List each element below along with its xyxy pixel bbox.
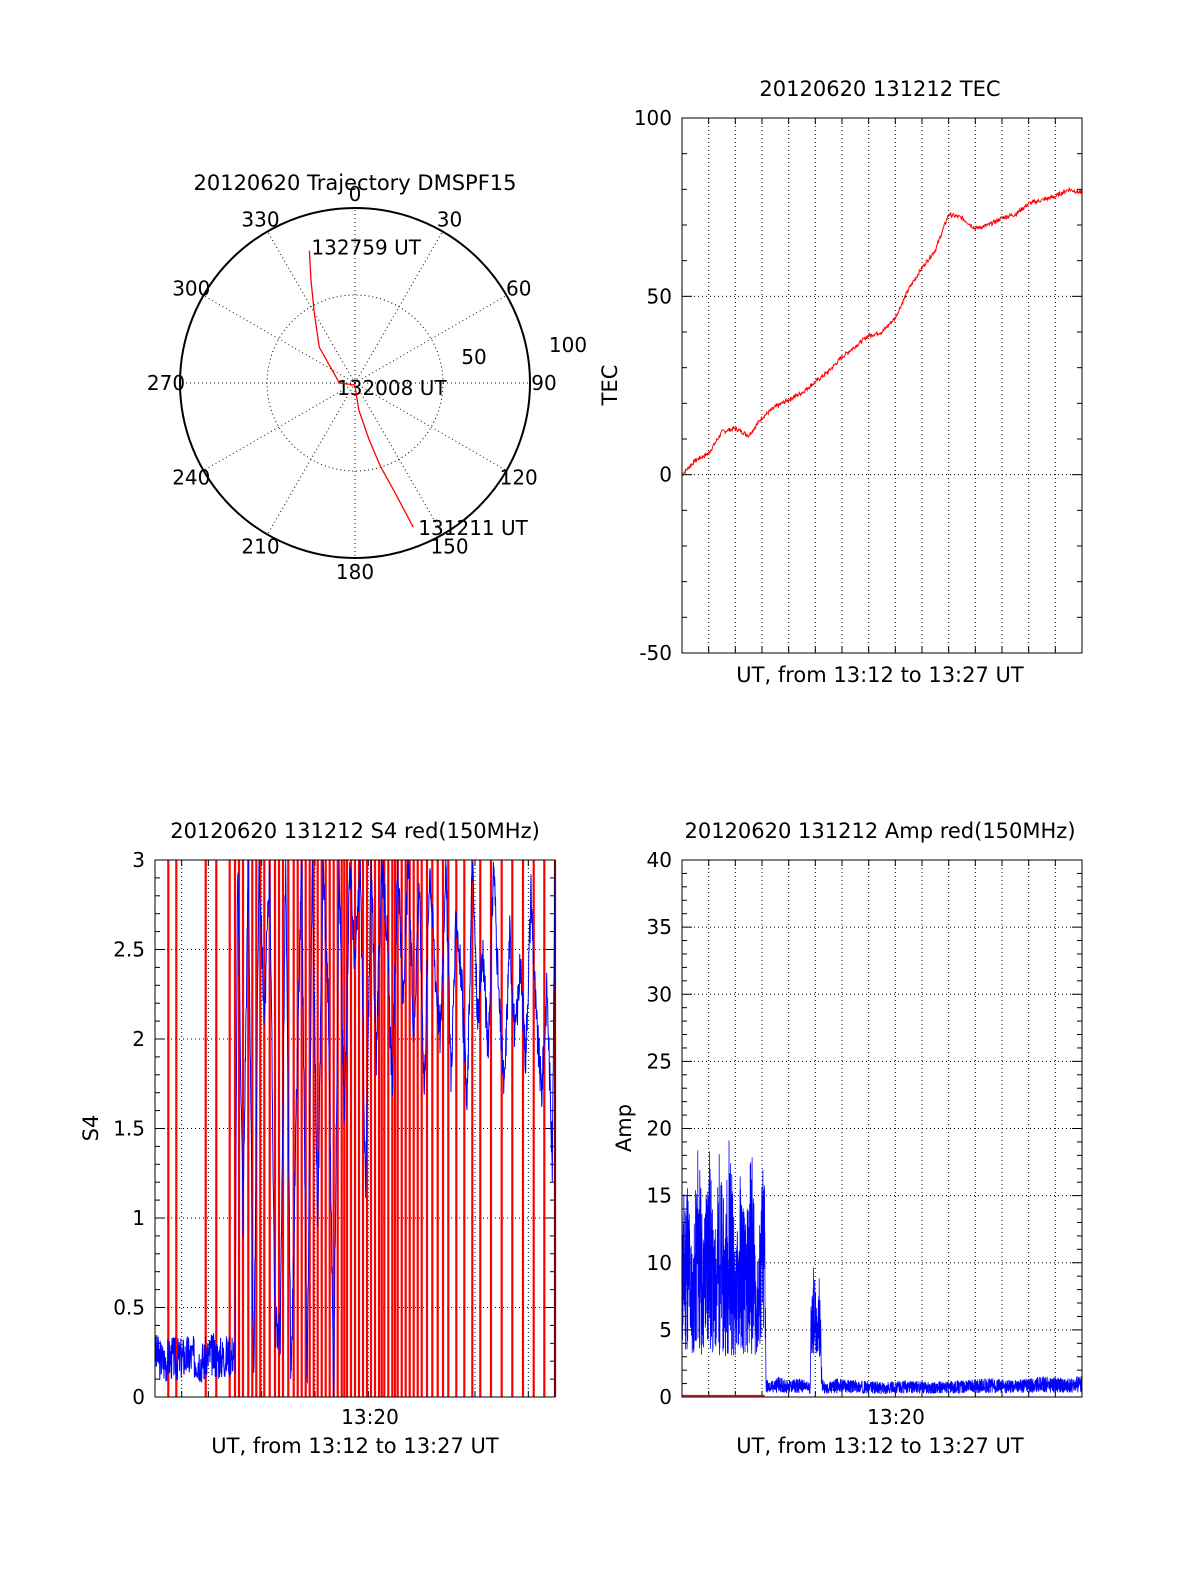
s4-ytick-label: 1.5 bbox=[113, 1117, 145, 1141]
s4-xlabel: UT, from 13:12 to 13:27 UT bbox=[211, 1434, 499, 1458]
amp-ytick-label: 25 bbox=[647, 1049, 672, 1073]
tec-ylabel: TEC bbox=[598, 365, 622, 407]
trajectory-time-label: 132759 UT bbox=[311, 236, 421, 260]
s4-blue-line bbox=[154, 859, 556, 1398]
trajectory-time-label: 132008 UT bbox=[337, 376, 447, 400]
polar-angle-label: 30 bbox=[437, 207, 462, 231]
polar-radial-label: 50 bbox=[461, 345, 486, 369]
s4-ylabel: S4 bbox=[79, 1115, 103, 1142]
amp-blue-line bbox=[681, 1140, 1083, 1395]
polar-angle-label: 60 bbox=[506, 277, 531, 301]
s4-ytick-label: 2 bbox=[132, 1027, 145, 1051]
trajectory-time-label: 131211 UT bbox=[418, 516, 528, 540]
polar-spoke bbox=[203, 382, 356, 471]
s4-chart: 20120620 131212 S4 red(150MHz) UT, from … bbox=[79, 819, 557, 1458]
amp-chart: 20120620 131212 Amp red(150MHz) UT, from… bbox=[612, 819, 1083, 1458]
amp-ytick-label: 40 bbox=[647, 848, 672, 872]
s4-ytick-label: 0 bbox=[132, 1385, 145, 1409]
polar-angle-label: 240 bbox=[172, 466, 210, 490]
amp-title: 20120620 131212 Amp red(150MHz) bbox=[684, 819, 1075, 843]
amp-ytick-label: 0 bbox=[659, 1385, 672, 1409]
s4-ytick-label: 3 bbox=[132, 848, 145, 872]
tec-frame bbox=[681, 117, 1083, 654]
polar-spoke bbox=[354, 295, 507, 384]
amp-ytick-label: 30 bbox=[647, 982, 672, 1006]
trajectory-polar-chart: 20120620 Trajectory DMSPF15 0 30 60 90 120 15… bbox=[147, 171, 587, 584]
tec-ytick-label: 0 bbox=[659, 463, 672, 487]
s4-xtick-label: 13:20 bbox=[341, 1405, 399, 1429]
trajectory-track bbox=[308, 250, 414, 528]
tec-series-line bbox=[681, 186, 1083, 477]
s4-frame bbox=[154, 859, 556, 1398]
polar-angle-label: 0 bbox=[349, 182, 362, 206]
amp-ytick-label: 10 bbox=[647, 1251, 672, 1275]
tec-ytick-label: 100 bbox=[634, 106, 672, 130]
polar-angle-label: 180 bbox=[336, 560, 374, 584]
amp-xlabel: UT, from 13:12 to 13:27 UT bbox=[736, 1434, 1024, 1458]
amp-ytick-label: 5 bbox=[659, 1318, 672, 1342]
tec-xlabel: UT, from 13:12 to 13:27 UT bbox=[736, 663, 1024, 687]
amp-ytick-label: 15 bbox=[647, 1184, 672, 1208]
tec-chart: 20120620 131212 TEC UT, from 13:12 to 13… bbox=[598, 77, 1083, 687]
polar-spoke bbox=[354, 382, 443, 535]
polar-radial-label: 100 bbox=[549, 333, 587, 357]
s4-ytick-label: 1 bbox=[132, 1206, 145, 1230]
tec-title: 20120620 131212 TEC bbox=[759, 77, 1000, 101]
amp-ylabel: Amp bbox=[612, 1104, 636, 1152]
amp-ytick-label: 35 bbox=[647, 915, 672, 939]
polar-angle-label: 300 bbox=[172, 277, 210, 301]
polar-outer-ring bbox=[179, 207, 531, 559]
s4-ytick-label: 0.5 bbox=[113, 1296, 145, 1320]
polar-angle-label: 270 bbox=[147, 371, 185, 395]
tec-ytick-label: 50 bbox=[647, 284, 672, 308]
polar-angle-label: 90 bbox=[531, 371, 556, 395]
amp-ytick-label: 20 bbox=[647, 1117, 672, 1141]
polar-angle-label: 150 bbox=[430, 535, 468, 559]
polar-angle-label: 210 bbox=[241, 535, 279, 559]
amp-xtick-label: 13:20 bbox=[867, 1405, 925, 1429]
polar-angle-label: 120 bbox=[500, 466, 538, 490]
s4-ytick-label: 2.5 bbox=[113, 938, 145, 962]
s4-title: 20120620 131212 S4 red(150MHz) bbox=[170, 819, 540, 843]
polar-title: 20120620 Trajectory DMSPF15 bbox=[193, 171, 516, 195]
tec-ytick-label: -50 bbox=[639, 641, 672, 665]
polar-angle-label: 330 bbox=[241, 207, 279, 231]
amp-frame bbox=[681, 859, 1083, 1398]
